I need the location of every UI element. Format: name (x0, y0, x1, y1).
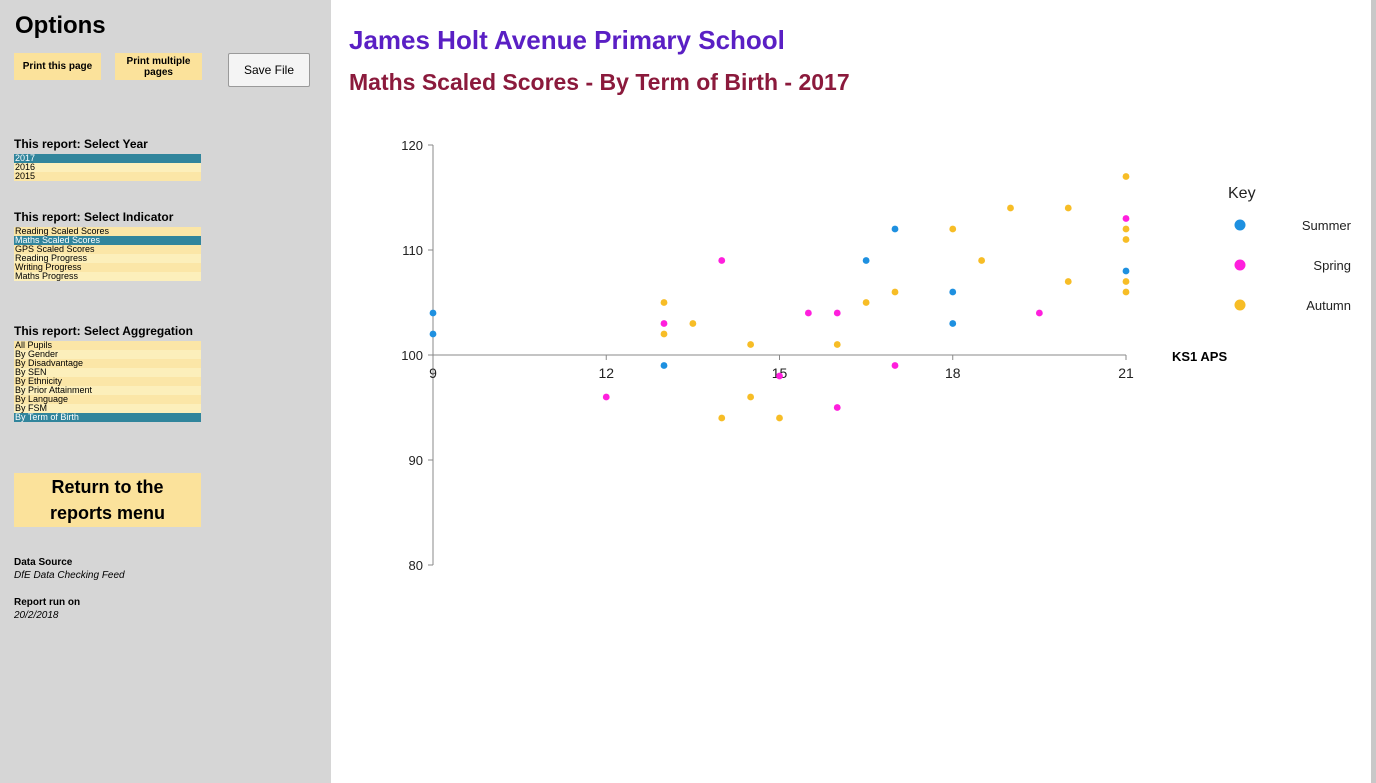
select-indicator-heading: This report: Select Indicator (14, 210, 174, 224)
aggregation-item[interactable]: By Ethnicity (14, 377, 201, 386)
y-tick-label: 120 (401, 138, 423, 153)
data-point-spring (833, 404, 841, 411)
options-title: Options (15, 12, 106, 39)
data-point-autumn (949, 225, 957, 233)
aggregation-list: All Pupils By Gender By Disadvantage By … (14, 341, 201, 422)
legend-marker-summer (1234, 219, 1246, 231)
legend-label-autumn: Autumn (1306, 298, 1351, 313)
select-aggregation-heading: This report: Select Aggregation (14, 324, 193, 338)
school-name: James Holt Avenue Primary School (349, 25, 785, 55)
indicator-list: Reading Scaled Scores Maths Scaled Score… (14, 227, 201, 281)
data-point-autumn (747, 341, 755, 348)
data-point-autumn (862, 299, 870, 306)
indicator-item[interactable]: Reading Scaled Scores (14, 227, 201, 236)
data-point-autumn (1122, 288, 1130, 296)
y-tick-label: 90 (409, 453, 423, 468)
aggregation-item[interactable]: By Language (14, 395, 201, 404)
data-point-spring (1035, 309, 1043, 317)
data-point-autumn (660, 330, 668, 338)
aggregation-item[interactable]: By Prior Attainment (14, 386, 201, 395)
data-point-autumn (833, 341, 841, 348)
x-tick-label: 9 (429, 365, 437, 381)
y-tick-label: 80 (409, 558, 423, 573)
data-point-summer (429, 309, 437, 317)
legend-marker-spring (1234, 259, 1246, 271)
report-area: James Holt Avenue Primary School Maths S… (331, 0, 1371, 783)
data-point-spring (602, 393, 610, 401)
save-file-button[interactable]: Save File (228, 53, 310, 87)
indicator-item[interactable]: Reading Progress (14, 254, 201, 263)
data-point-autumn (891, 288, 899, 296)
indicator-item[interactable]: Maths Progress (14, 272, 201, 281)
aggregation-item[interactable]: All Pupils (14, 341, 201, 350)
data-point-autumn (1122, 225, 1130, 233)
return-to-reports-menu-button[interactable]: Return to the reports menu (14, 473, 201, 527)
data-source-label: Data Source (14, 557, 73, 568)
year-list: 2017 2016 2015 (14, 154, 201, 181)
data-point-autumn (1122, 173, 1130, 180)
data-point-autumn (1064, 204, 1072, 212)
data-point-summer (429, 330, 437, 338)
x-tick-label: 21 (1118, 365, 1134, 381)
legend-marker-autumn (1234, 299, 1246, 311)
data-point-spring (833, 309, 841, 317)
year-item[interactable]: 2016 (14, 163, 201, 172)
indicator-item[interactable]: Writing Progress (14, 263, 201, 272)
legend-title: Key (1228, 185, 1256, 202)
page-edge (1371, 0, 1376, 783)
aggregation-item[interactable]: By SEN (14, 368, 201, 377)
data-point-summer (949, 288, 957, 296)
data-point-spring (804, 309, 812, 317)
y-tick-label: 110 (402, 243, 423, 258)
data-point-autumn (1122, 236, 1130, 243)
print-multiple-pages-button[interactable]: Print multiple pages (115, 53, 202, 80)
data-source-value: DfE Data Checking Feed (14, 570, 125, 581)
data-point-autumn (776, 414, 783, 422)
print-page-button[interactable]: Print this page (14, 53, 101, 80)
data-point-autumn (978, 257, 986, 264)
data-point-autumn (689, 320, 697, 327)
data-point-summer (949, 320, 957, 327)
report-run-value: 20/2/2018 (14, 610, 59, 621)
legend-label-summer: Summer (1302, 218, 1352, 233)
aggregation-item[interactable]: By FSM (14, 404, 201, 413)
data-point-summer (1122, 267, 1130, 275)
data-point-spring (776, 372, 783, 380)
indicator-item[interactable]: Maths Scaled Scores (14, 236, 201, 245)
y-tick-label: 100 (401, 348, 423, 363)
legend-label-spring: Spring (1313, 258, 1351, 273)
data-point-spring (660, 320, 668, 327)
data-point-autumn (718, 414, 726, 422)
data-point-spring (1122, 215, 1130, 222)
x-tick-label: 18 (945, 365, 961, 381)
x-tick-label: 12 (598, 365, 614, 381)
return-button-label: Return to the reports menu (49, 477, 166, 523)
report-title: Maths Scaled Scores - By Term of Birth -… (349, 69, 850, 95)
data-point-spring (718, 257, 726, 264)
report-run-label: Report run on (14, 597, 81, 608)
year-item[interactable]: 2017 (14, 154, 201, 163)
options-panel: Options Print this page Print multiple p… (0, 0, 330, 783)
data-point-autumn (660, 299, 668, 306)
data-point-autumn (1007, 204, 1014, 212)
data-point-autumn (1122, 278, 1130, 285)
data-point-summer (891, 225, 899, 233)
aggregation-item[interactable]: By Disadvantage (14, 359, 201, 368)
data-point-autumn (747, 393, 755, 401)
select-year-heading: This report: Select Year (14, 137, 148, 151)
data-point-autumn (1064, 278, 1072, 285)
data-point-summer (660, 362, 668, 369)
data-point-summer (862, 257, 870, 264)
x-axis-title: KS1 APS (1172, 349, 1227, 364)
aggregation-item[interactable]: By Term of Birth (14, 413, 201, 422)
aggregation-item[interactable]: By Gender (14, 350, 201, 359)
indicator-item[interactable]: GPS Scaled Scores (14, 245, 201, 254)
scatter-chart: 8090100110120912151821KS1 APSKeySummerSp… (401, 138, 1352, 573)
year-item[interactable]: 2015 (14, 172, 201, 181)
data-point-spring (891, 362, 899, 369)
